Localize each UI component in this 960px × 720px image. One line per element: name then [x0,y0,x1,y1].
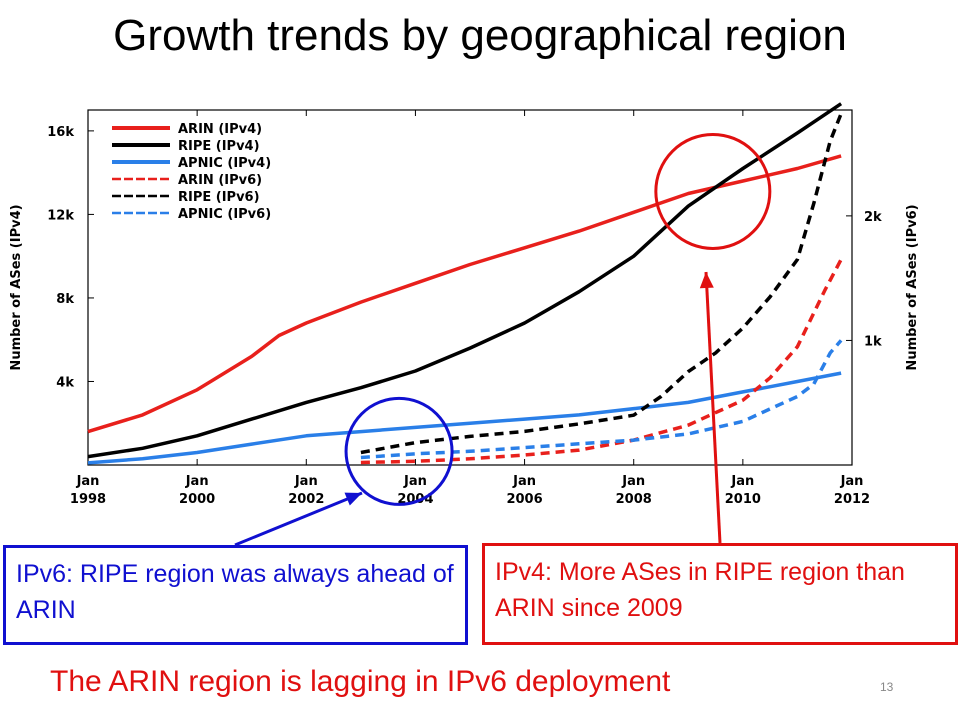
x-tick-label-year: 2010 [725,492,761,507]
legend-label: ARIN (IPv4) [178,122,262,137]
red-arrow-head [699,272,714,289]
blue-arrow-head [344,492,362,506]
y-tick-label: 8k [56,292,74,307]
conclusion-text: The ARIN region is lagging in IPv6 deplo… [50,665,671,698]
ipv4-callout: IPv4: More ASes in RIPE region than ARIN… [482,543,958,645]
series-line-apnic-ipv4 [87,371,842,465]
y-axis-label: Number of ASes (IPv4) [9,204,24,370]
x-tick-label-month: Jan [512,474,536,489]
x-tick-label-year: 2008 [616,492,652,507]
series-line-ripe-ipv4 [87,102,843,459]
x-tick-label-year: 2002 [288,492,324,507]
y-tick-label: 16k [47,125,74,140]
red-highlight-circle [654,132,772,250]
x-tick-label-month: Jan [185,474,209,489]
x-tick-label-month: Jan [840,474,864,489]
x-tick-label-month: Jan [730,474,754,489]
y2-tick-label: 1k [864,334,882,349]
x-tick-label-year: 2006 [506,492,542,507]
blue-arrow [234,491,363,547]
x-tick-label-year: 1998 [70,492,106,507]
page-number: 13 [880,680,894,694]
legend-label: RIPE (IPv4) [178,139,260,154]
legend-label: ARIN (IPv6) [178,173,262,188]
plot-frame [87,109,853,466]
x-tick-label-month: Jan [403,474,427,489]
blue-highlight-circle [344,396,454,506]
y-tick-label: 4k [56,375,74,390]
y-tick-label: 12k [47,208,74,223]
y2-tick-label: 2k [864,210,882,225]
ipv6-callout: IPv6: RIPE region was always ahead of AR… [3,545,468,645]
legend-label: RIPE (IPv6) [178,190,260,205]
x-tick-label-year: 2012 [834,492,870,507]
x-tick-label-month: Jan [621,474,645,489]
x-tick-label-month: Jan [294,474,318,489]
red-arrow [704,271,722,544]
legend-label: APNIC (IPv6) [178,207,271,222]
x-tick-label-year: 2000 [179,492,215,507]
x-tick-label-month: Jan [76,474,100,489]
series-line-ripe-ipv6 [360,113,843,455]
series-line-arin-ipv6 [360,258,843,465]
series-line-apnic-ipv6 [360,339,843,460]
y2-axis-label: Number of ASes (IPv6) [905,204,920,370]
legend-label: APNIC (IPv4) [178,156,271,171]
slide-title: Growth trends by geographical region [113,11,847,60]
